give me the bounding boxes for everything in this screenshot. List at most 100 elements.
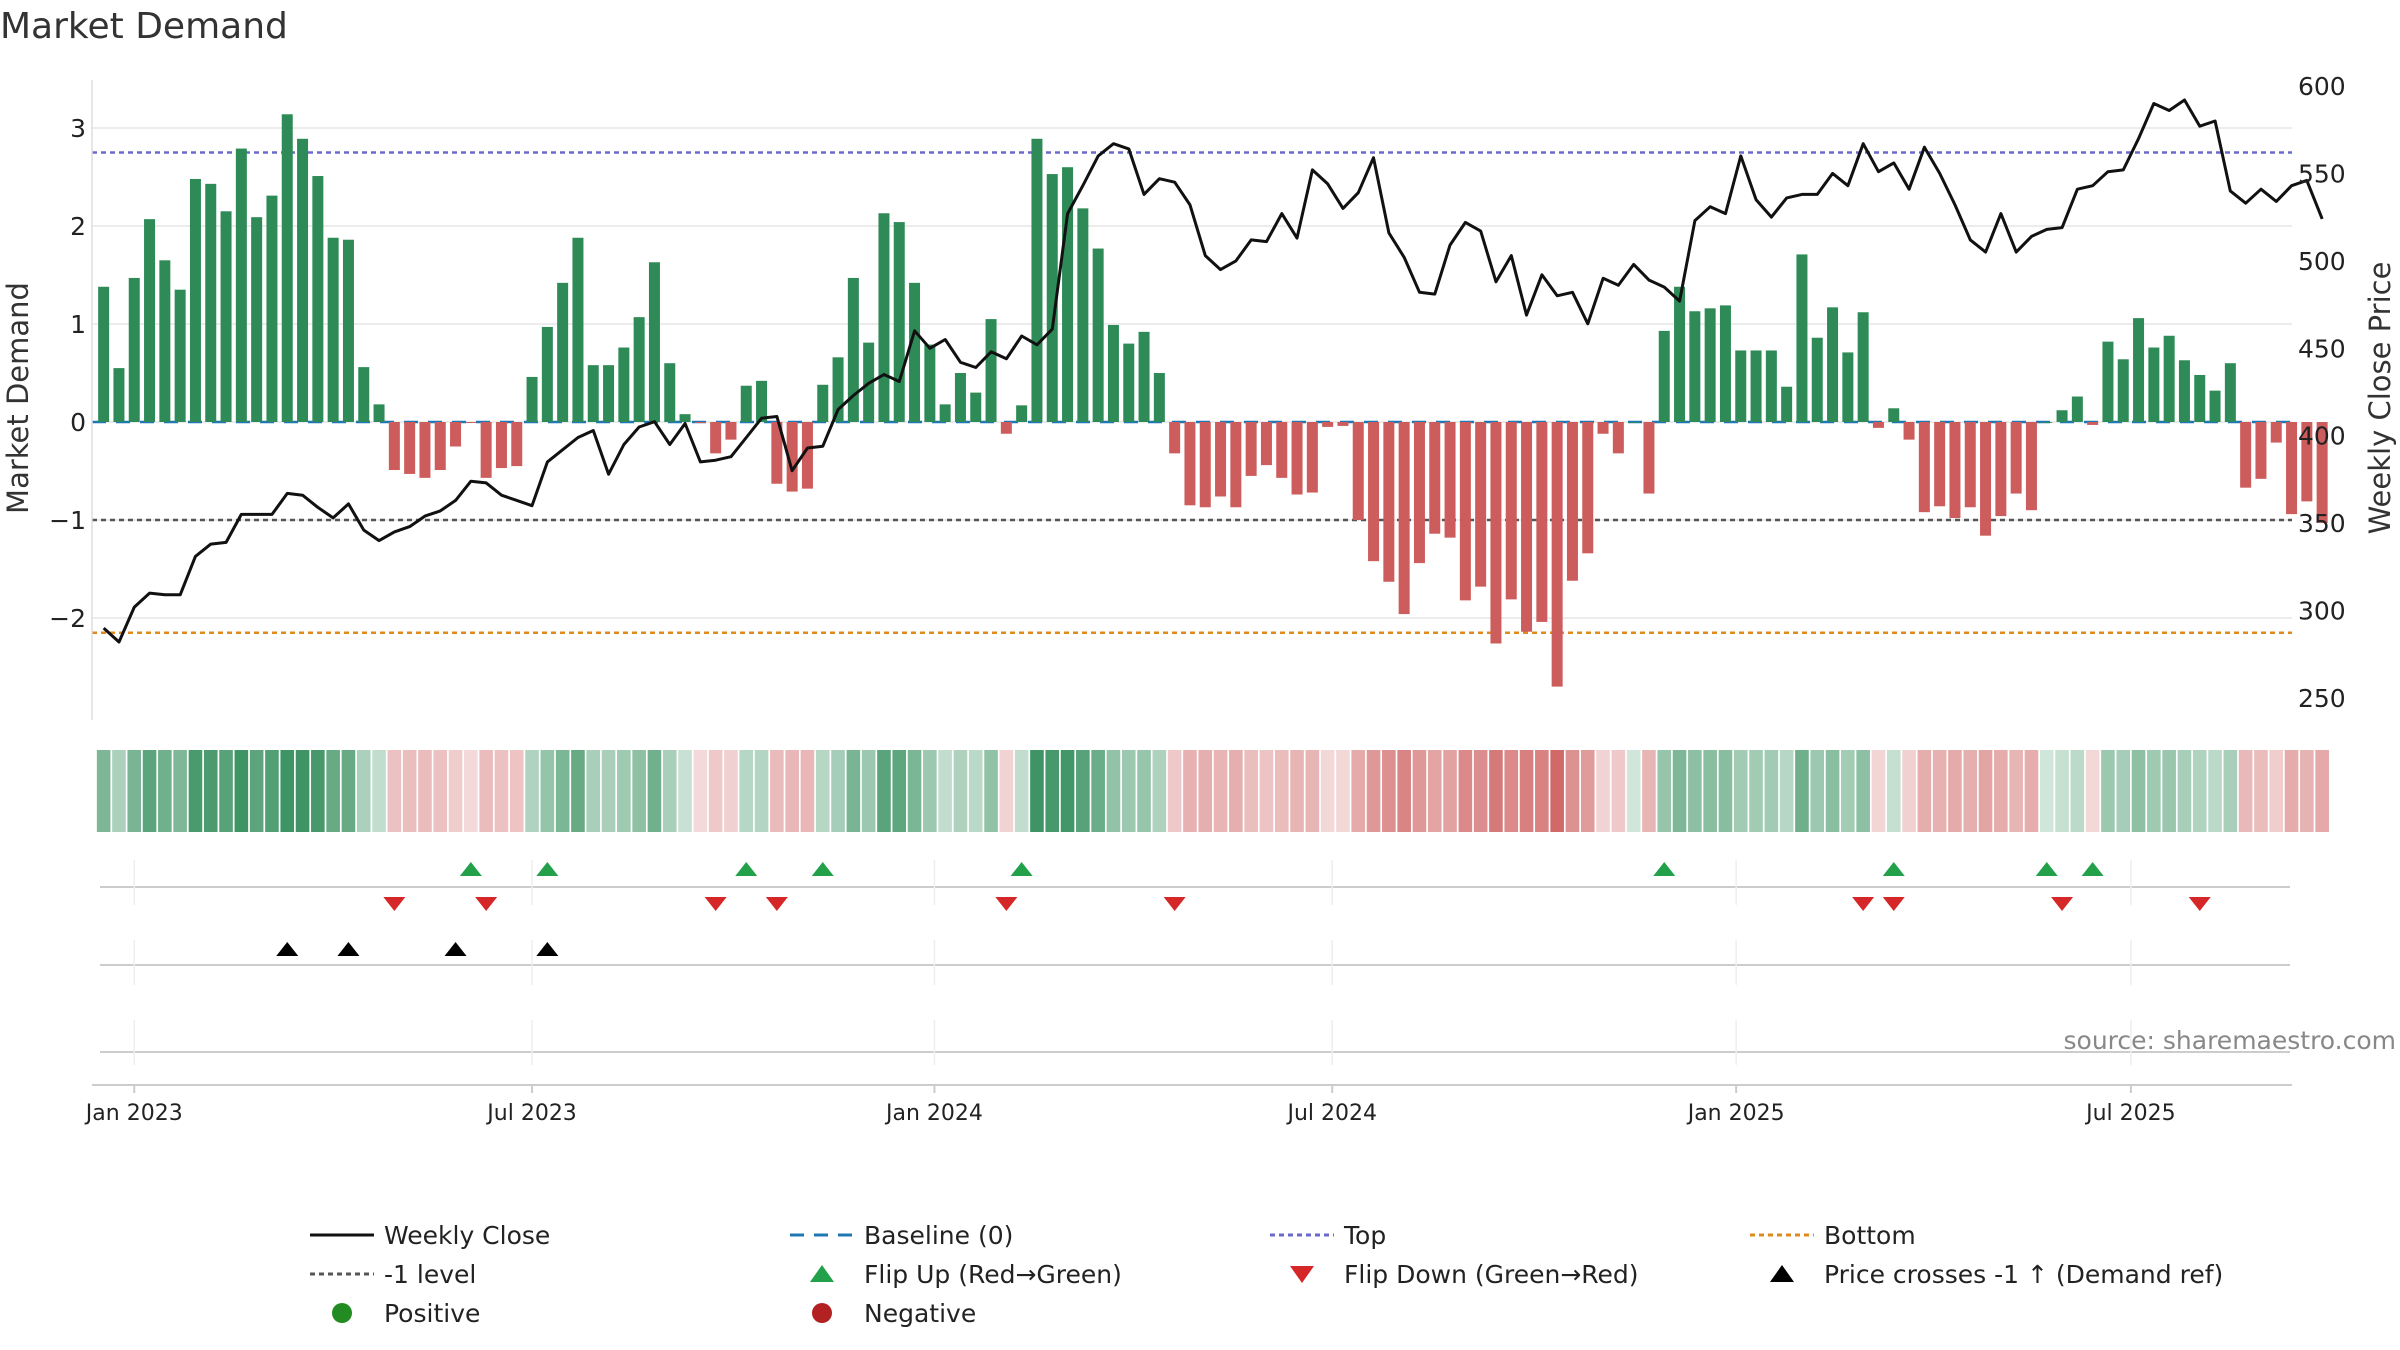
price-cross-row xyxy=(100,942,2290,966)
flip-down-marker xyxy=(995,897,1018,911)
negative-demand-bar xyxy=(511,422,523,467)
legend-label: Weekly Close xyxy=(384,1221,550,1250)
heat-cell-positive xyxy=(311,750,325,832)
heat-cell-negative xyxy=(1565,750,1580,832)
heat-cell-negative xyxy=(693,750,708,832)
positive-demand-bar xyxy=(679,414,691,422)
positive-demand-bar xyxy=(817,384,829,422)
axes: 3 2 1 0 −1 −2 600 550 500 450 400 350 300 250 xyxy=(49,72,2346,720)
negative-demand-bar xyxy=(1934,422,1946,507)
heat-cell-negative xyxy=(1871,750,1886,832)
negative-demand-bar xyxy=(1521,422,1533,632)
negative-demand-bar xyxy=(2301,422,2313,502)
positive-demand-bar xyxy=(251,217,263,422)
heat-cell-negative xyxy=(2284,750,2299,832)
negative-demand-bar xyxy=(1429,422,1441,534)
heat-cell-positive xyxy=(2070,750,2085,832)
heat-cell-positive xyxy=(984,750,998,832)
heat-cell-positive xyxy=(1657,750,1672,832)
heat-cell-positive xyxy=(295,750,310,832)
negative-demand-bar xyxy=(1276,422,1288,478)
heat-cell-positive xyxy=(372,750,386,832)
heat-cell-negative xyxy=(1917,750,1932,832)
positive-demand-bar xyxy=(2133,318,2145,422)
heat-cell-positive xyxy=(1121,750,1136,832)
y-right-tick-label: 250 xyxy=(2298,684,2346,713)
x-axis-date-label: Jul 2023 xyxy=(485,1101,577,1126)
heat-cell-negative xyxy=(1382,750,1396,832)
heat-cell-positive xyxy=(1091,750,1105,832)
legend-label: Bottom xyxy=(1824,1221,1916,1250)
flip-signal-row xyxy=(100,862,2290,911)
positive-demand-bar xyxy=(2041,422,2053,423)
heat-cell-negative xyxy=(1427,750,1442,832)
heat-cell-positive xyxy=(739,750,754,832)
chart-title: Market Demand xyxy=(0,6,288,47)
positive-demand-bar xyxy=(664,363,676,422)
heat-cell-negative xyxy=(2315,750,2329,832)
x-axis-date-label: Jan 2024 xyxy=(884,1101,983,1126)
positive-demand-bar xyxy=(970,392,982,422)
positive-demand-bar xyxy=(312,176,324,422)
heat-cell-negative xyxy=(1366,750,1381,832)
negative-demand-bar xyxy=(694,422,706,423)
negative-demand-bar xyxy=(1291,422,1303,495)
positive-demand-bar xyxy=(526,376,538,422)
negative-demand-bar xyxy=(480,422,492,478)
heat-cell-negative xyxy=(1305,750,1320,832)
flip-up-marker xyxy=(811,862,834,876)
heat-cell-positive xyxy=(1825,750,1840,832)
positive-demand-bar xyxy=(1689,311,1701,422)
negative-demand-bar xyxy=(1903,422,1915,440)
heat-cell-negative xyxy=(1948,750,1962,832)
negative-demand-bar xyxy=(1597,422,1609,434)
positive-demand-bar xyxy=(1138,331,1150,422)
negative-demand-bar xyxy=(710,422,722,454)
positive-demand-bar xyxy=(1735,350,1747,422)
heat-cell-negative xyxy=(1443,750,1457,832)
positive-demand-bar xyxy=(939,404,951,422)
negative-demand-bar xyxy=(1475,422,1487,587)
heat-cell-positive xyxy=(1886,750,1901,832)
negative-demand-bar xyxy=(1215,422,1227,497)
negative-demand-bar xyxy=(1536,422,1548,622)
positive-demand-bar xyxy=(557,282,569,422)
y-left-tick-label: −2 xyxy=(49,604,86,633)
negative-demand-bar xyxy=(2255,422,2267,479)
heat-cell-positive xyxy=(203,750,218,832)
positive-demand-bar xyxy=(1750,350,1762,422)
heat-cell-positive xyxy=(632,750,646,832)
negative-demand-bar xyxy=(2010,422,2022,494)
positive-demand-bar xyxy=(358,367,370,422)
flip-up-marker xyxy=(536,862,559,876)
negative-demand-bar xyxy=(1949,422,1961,519)
negative-demand-bar xyxy=(2025,422,2037,511)
positive-demand-bar xyxy=(1658,330,1670,422)
heat-cell-negative xyxy=(448,750,463,832)
heat-cell-negative xyxy=(1932,750,1947,832)
heat-cell-positive xyxy=(2162,750,2176,832)
heat-cell-positive xyxy=(249,750,264,832)
negative-demand-bar xyxy=(1612,422,1624,454)
heat-cell-negative xyxy=(2009,750,2023,832)
positive-demand-bar xyxy=(618,347,630,422)
heat-cell-positive xyxy=(831,750,845,832)
heat-cell-negative xyxy=(1244,750,1258,832)
negative-demand-bar xyxy=(495,422,507,469)
legend-label: Price crosses -1 ↑ (Demand ref) xyxy=(1824,1260,2223,1289)
legend-swatch-flip-down xyxy=(1290,1266,1314,1283)
heat-cell-positive xyxy=(1841,750,1855,832)
positive-demand-bar xyxy=(954,373,966,422)
heat-cell-negative xyxy=(1274,750,1289,832)
positive-demand-bar xyxy=(985,319,997,422)
negative-demand-bar xyxy=(1964,422,1976,508)
positive-demand-bar xyxy=(342,239,354,422)
heat-cell-negative xyxy=(2085,750,2100,832)
heat-cell-positive xyxy=(617,750,631,832)
positive-demand-bar xyxy=(128,277,140,422)
positive-demand-bar xyxy=(297,138,309,422)
negative-demand-bar xyxy=(404,422,416,474)
heat-cell-positive xyxy=(2055,750,2069,832)
positive-demand-bar xyxy=(113,368,125,422)
negative-demand-bar xyxy=(1230,422,1242,508)
